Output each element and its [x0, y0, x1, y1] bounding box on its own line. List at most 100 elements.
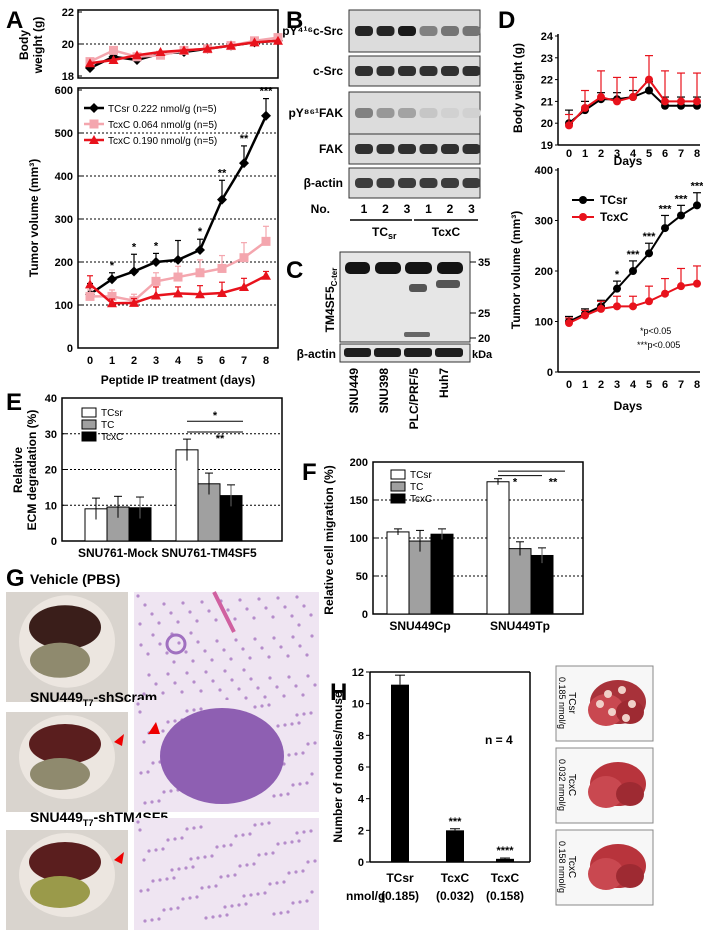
g-cell: [199, 707, 203, 711]
c-cell-line-label: Huh7: [437, 368, 451, 398]
a-tumor-point: [129, 266, 139, 277]
a-tumor-point: [85, 279, 95, 289]
g-cell: [185, 709, 189, 713]
h-liver-group-label: TcxC: [566, 856, 577, 878]
e-ytick: 30: [45, 429, 57, 441]
g-cell: [252, 862, 256, 866]
e-ytick: 10: [45, 500, 57, 512]
g-cell: [276, 596, 280, 600]
a-tumor-point: [107, 274, 117, 285]
d-tumor-point: [661, 289, 669, 298]
b-band: [376, 108, 395, 118]
b-band: [419, 108, 438, 118]
d-body-point: [645, 86, 653, 95]
b-band: [441, 26, 459, 36]
d-tumor-point: [661, 224, 669, 233]
g-cell: [166, 720, 170, 724]
d-sig-mark: ***: [643, 231, 657, 243]
e-legend-label: TC: [101, 420, 114, 431]
g-cell: [283, 841, 287, 845]
d-sig-mark: ***: [659, 203, 673, 215]
b-band: [355, 26, 373, 36]
h-liver-lobe: [616, 864, 644, 888]
g-cell: [298, 782, 302, 786]
g-cell: [263, 695, 267, 699]
g-cell: [173, 837, 177, 841]
g-cell: [249, 677, 253, 681]
g-cell: [253, 705, 257, 709]
a-legend-swatch-marker: [89, 103, 99, 113]
e-sig-mark: *: [213, 410, 218, 422]
g-cell: [253, 823, 257, 827]
g-cell: [196, 856, 200, 860]
g-cell: [142, 740, 146, 744]
g-cell: [199, 825, 203, 829]
g-cell: [200, 600, 204, 604]
d-body-ytick: 19: [541, 140, 553, 152]
g-cell: [139, 643, 143, 647]
g-cell: [162, 790, 166, 794]
g-cell: [291, 901, 295, 905]
h-liver-lobe: [588, 776, 624, 808]
g-cell: [313, 683, 317, 687]
g-cell: [223, 669, 227, 673]
g-cell: [139, 889, 143, 893]
g-cell: [279, 645, 283, 649]
g-cell: [287, 675, 291, 679]
d-tumor-point: [693, 279, 701, 288]
a-body-ylabel-2: weight (g): [31, 17, 45, 75]
g-cell: [185, 671, 189, 675]
g-cell: [177, 641, 181, 645]
g-cell: [268, 676, 272, 680]
g-cell: [158, 878, 162, 882]
b-blot-label: c-Src: [313, 64, 343, 78]
b-band: [441, 178, 459, 188]
a-legend-label: TcxC 0.190 nmol/g (n=5): [108, 136, 217, 147]
g-cell: [297, 623, 301, 627]
panel-f-letter: F: [302, 459, 317, 486]
g-cell: [219, 875, 223, 879]
d-body-point: [629, 93, 637, 102]
a-tumor-ytick: 400: [55, 171, 73, 183]
g-cell: [184, 650, 188, 654]
panel-h-bar-chart: Number of nodules/mouse n = 4 nmol/g 0 2 4…: [331, 667, 531, 903]
d-legend-swatch-marker: [579, 213, 587, 221]
g-cell: [237, 903, 241, 907]
g-cell: [180, 836, 184, 840]
g-mouse-intestine: [30, 642, 90, 678]
g-cell: [166, 672, 170, 676]
g-cell: [225, 913, 229, 917]
a-tumor-xtick: 3: [153, 355, 159, 367]
e-legend-swatch: [81, 419, 97, 430]
g-cell: [260, 822, 264, 826]
g-mouse-liver: [29, 724, 101, 764]
h-bar: [446, 830, 464, 862]
c-marker-label: 35: [478, 257, 490, 269]
g-cell: [218, 688, 222, 692]
a-sig-mark: *: [110, 260, 115, 272]
a-body-ytick: 18: [62, 71, 74, 83]
b-band: [355, 144, 373, 154]
a-tumor-ytick: 0: [67, 343, 73, 355]
g-cell: [200, 886, 204, 890]
a-tumor-point: [261, 110, 271, 121]
g-cell: [176, 620, 180, 624]
g-arrowhead: [114, 852, 124, 864]
h-ytick: 8: [358, 730, 364, 742]
a-body-point: [249, 37, 260, 47]
a-tumor-point: [261, 270, 271, 280]
a-tumor-xtick: 6: [219, 355, 225, 367]
g-cell: [207, 609, 211, 613]
panel-h-letter: H: [330, 679, 347, 706]
g-cell: [242, 894, 246, 898]
h-ylabel: Number of nodules/mouse: [331, 691, 345, 843]
g-cell: [189, 631, 193, 635]
h-liver-lobe: [616, 782, 644, 806]
b-band: [376, 178, 395, 188]
g-cell: [222, 648, 226, 652]
panel-d-letter: D: [498, 7, 515, 34]
b-band: [376, 144, 395, 154]
a-body-point: [155, 47, 166, 56]
